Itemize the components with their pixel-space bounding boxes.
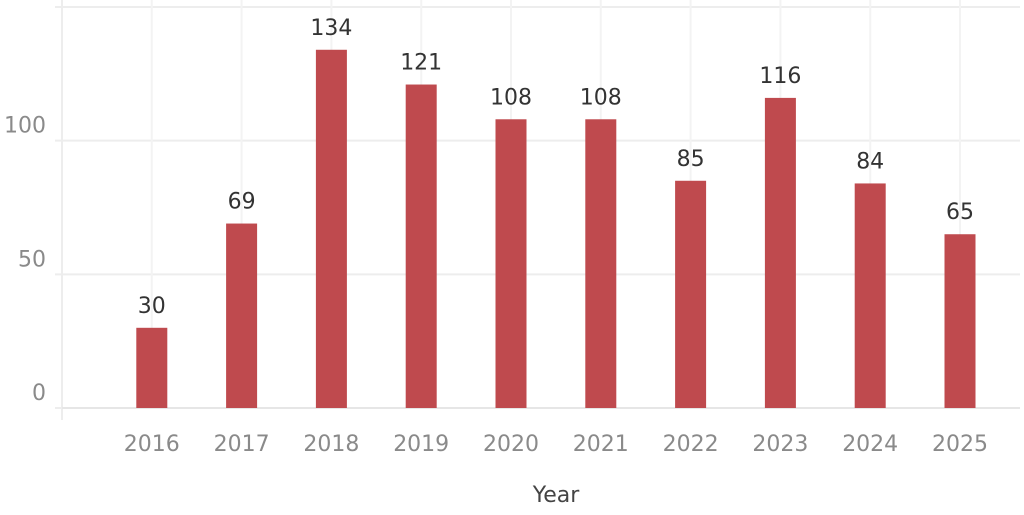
data-label: 30 — [138, 294, 166, 319]
y-tick-label: 50 — [18, 247, 46, 272]
x-tick-label: 2024 — [842, 432, 898, 457]
x-tick-label: 2019 — [393, 432, 449, 457]
x-tick-label: 2016 — [124, 432, 180, 457]
y-tick-label: 100 — [4, 114, 46, 139]
x-tick-label: 2017 — [214, 432, 270, 457]
bar — [315, 49, 347, 408]
data-label: 108 — [580, 85, 622, 110]
x-tick-label: 2022 — [663, 432, 719, 457]
x-tick-label: 2023 — [752, 432, 808, 457]
y-tick-label: 150 — [4, 0, 46, 5]
bar — [136, 327, 168, 408]
bar — [585, 119, 617, 408]
x-tick-label: 2020 — [483, 432, 539, 457]
y-tick-label: 0 — [32, 381, 46, 406]
bar — [764, 97, 796, 408]
bar — [405, 84, 437, 408]
x-tick-label: 2021 — [573, 432, 629, 457]
data-label: 121 — [400, 51, 442, 76]
x-axis-title: Year — [532, 483, 581, 508]
bar — [226, 223, 258, 408]
data-label: 134 — [310, 16, 352, 41]
bar — [495, 119, 527, 408]
bar — [675, 180, 707, 408]
bar — [854, 183, 886, 408]
x-tick-label: 2018 — [303, 432, 359, 457]
data-label: 69 — [228, 190, 256, 215]
data-label: 84 — [856, 149, 884, 174]
data-label: 108 — [490, 85, 532, 110]
data-label: 85 — [677, 147, 705, 172]
x-tick-label: 2025 — [932, 432, 988, 457]
bar — [944, 234, 976, 408]
data-label: 116 — [759, 64, 801, 89]
data-label: 65 — [946, 200, 974, 225]
